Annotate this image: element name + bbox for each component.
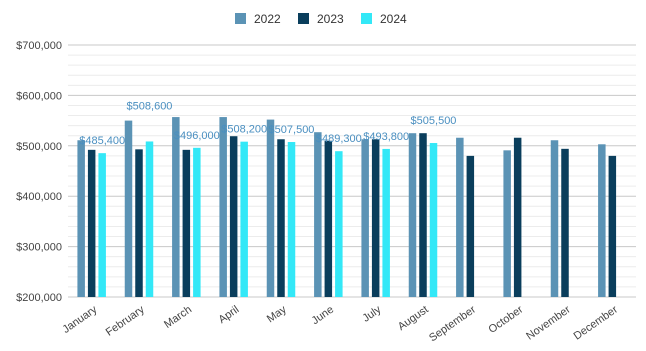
bar-2023-march[interactable] (182, 149, 191, 297)
y-tick-label: $200,000 (16, 292, 62, 304)
x-category-label: May (265, 303, 289, 325)
bar-2022-september[interactable] (456, 137, 464, 297)
bar-2022-june[interactable] (314, 132, 322, 297)
y-tick-label: $600,000 (16, 90, 62, 102)
bar-2024-january[interactable] (98, 153, 106, 297)
legend-swatch-2024[interactable] (361, 13, 372, 24)
x-category-label: April (216, 304, 241, 326)
data-label: $493,800 (363, 131, 409, 143)
x-category-label: August (396, 304, 431, 333)
bar-2022-january[interactable] (77, 140, 85, 297)
x-category-label: January (60, 303, 99, 336)
legend-label-2024[interactable]: 2024 (380, 12, 407, 26)
legend-label-2023[interactable]: 2023 (317, 12, 344, 26)
bar-2023-january[interactable] (87, 149, 96, 297)
bar-2022-april[interactable] (219, 117, 227, 298)
y-tick-label: $700,000 (16, 40, 62, 52)
bar-2024-february[interactable] (145, 141, 154, 297)
bar-2024-april[interactable] (240, 141, 248, 297)
bar-2024-may[interactable] (287, 142, 296, 297)
bar-2022-march[interactable] (172, 117, 180, 298)
bar-2022-july[interactable] (361, 139, 369, 297)
data-label: $507,500 (269, 124, 315, 136)
data-label: $485,400 (79, 135, 125, 147)
bar-2023-may[interactable] (277, 139, 285, 297)
x-category-label: September (427, 303, 478, 344)
bar-2022-february[interactable] (124, 120, 133, 297)
bar-2023-august[interactable] (419, 133, 427, 297)
bar-2023-february[interactable] (135, 149, 143, 297)
x-category-label: February (104, 303, 147, 338)
y-tick-label: $400,000 (16, 191, 62, 203)
bar-2024-june[interactable] (335, 151, 343, 297)
x-category-label: June (310, 304, 336, 328)
data-label: $496,000 (174, 130, 220, 142)
x-category-label: December (572, 303, 621, 342)
bar-2023-july[interactable] (371, 139, 380, 297)
data-label: $489,300 (316, 133, 362, 145)
y-tick-label: $300,000 (16, 242, 62, 254)
data-label: $508,200 (221, 124, 267, 136)
bar-2023-september[interactable] (466, 155, 475, 297)
bar-2023-december[interactable] (608, 155, 617, 297)
bar-2022-december[interactable] (598, 144, 606, 297)
bar-2022-november[interactable] (550, 140, 559, 297)
data-label: $505,500 (411, 115, 457, 127)
bar-2024-july[interactable] (382, 148, 390, 297)
x-category-label: July (360, 303, 383, 324)
x-category-label: November (524, 303, 573, 342)
data-label: $508,600 (127, 100, 173, 112)
bar-2023-october[interactable] (513, 137, 522, 297)
legend-swatch-2023[interactable] (298, 13, 309, 24)
bar-2022-august[interactable] (408, 133, 417, 297)
legend-label-2022[interactable]: 2022 (254, 12, 281, 26)
bar-2023-june[interactable] (324, 140, 333, 297)
x-category-label: October (486, 303, 525, 335)
bar-2022-may[interactable] (266, 119, 275, 297)
bar-2023-november[interactable] (561, 148, 569, 297)
x-category-label: March (162, 304, 194, 331)
y-tick-label: $500,000 (16, 141, 62, 153)
bar-2022-october[interactable] (503, 150, 511, 297)
bar-2023-april[interactable] (229, 136, 238, 297)
bar-2024-august[interactable] (429, 143, 438, 297)
legend-swatch-2022[interactable] (235, 13, 246, 24)
bar-2024-march[interactable] (193, 147, 201, 297)
